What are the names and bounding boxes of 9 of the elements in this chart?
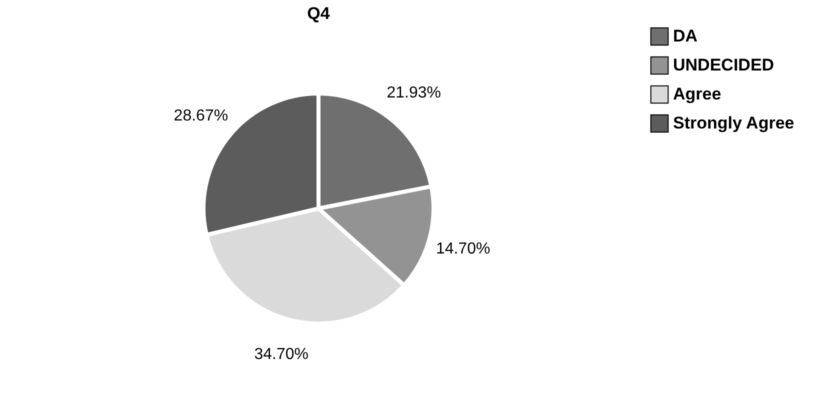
data-label: 28.67% — [174, 107, 228, 124]
data-label: 34.70% — [254, 346, 309, 363]
chart-title: Q4 — [307, 4, 330, 23]
legend-label: UNDECIDED — [673, 56, 774, 74]
legend-label: Strongly Agree — [673, 114, 794, 132]
legend-label: Agree — [673, 84, 722, 104]
legend-label: DA — [673, 26, 698, 46]
data-label: 21.93% — [386, 84, 441, 102]
data-label: 14.70% — [436, 240, 490, 258]
